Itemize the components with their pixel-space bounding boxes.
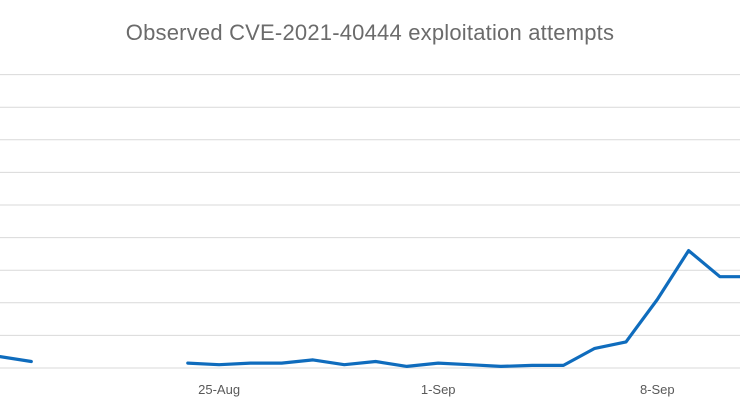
- gridlines: [0, 74, 740, 369]
- series-line-segment: [0, 355, 33, 364]
- x-tick-label: 8-Sep: [640, 382, 675, 397]
- chart-title: Observed CVE-2021-40444 exploitation att…: [125, 20, 615, 45]
- series-line-segment: [186, 249, 740, 368]
- x-tick-label: 1-Sep: [421, 382, 456, 397]
- x-tick-label: 25-Aug: [198, 382, 240, 397]
